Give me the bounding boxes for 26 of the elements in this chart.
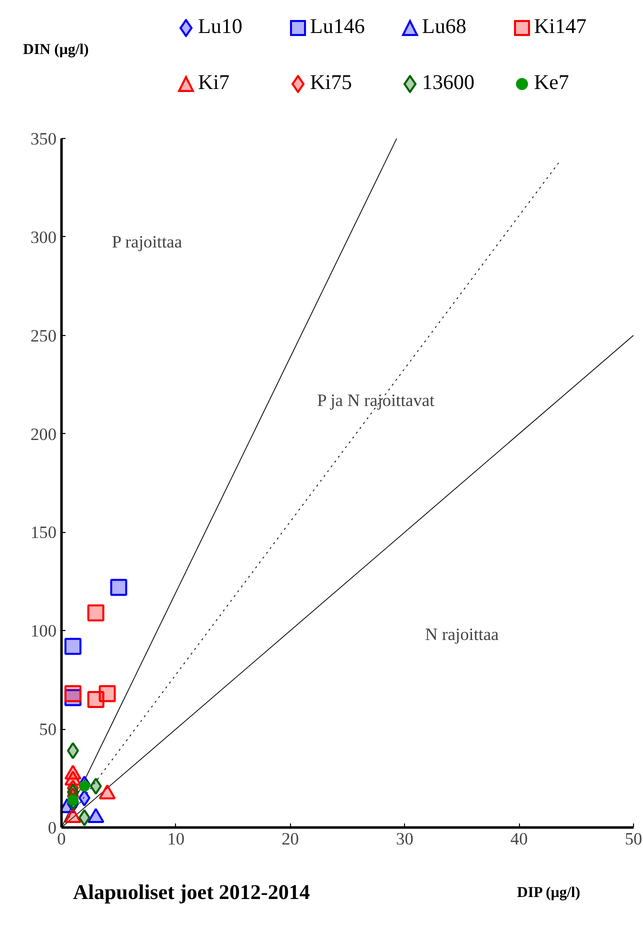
legend-label: Ke7	[533, 69, 570, 96]
legend-label: Lu146	[309, 13, 366, 40]
x-tick-label: 40	[510, 830, 528, 848]
y-tick-label: 350	[30, 130, 57, 148]
y-tick-label: 300	[30, 228, 57, 247]
x-tick-label: 10	[167, 830, 185, 848]
legend-label: Lu68	[421, 13, 468, 40]
legend-label: Ki75	[309, 69, 353, 96]
text: Alapuoliset joet 2012-2014	[73, 879, 310, 906]
legend-label: 13600	[421, 69, 476, 96]
y-tick-label: 200	[30, 424, 57, 444]
y-tick-label: 100	[30, 622, 57, 641]
x-tick-label: 30	[396, 830, 414, 848]
annotation: N rajoittaa	[425, 625, 500, 644]
legend-label: Ki147	[533, 13, 588, 40]
y-tick-label: 150	[30, 523, 57, 542]
y-axis-title: DIN (µg/l)	[23, 41, 89, 60]
x-axis-title: DIP (µg/l)	[517, 884, 580, 903]
annotation: P ja N rajoittavat	[317, 390, 435, 410]
x-tick-label: 20	[282, 830, 299, 848]
legend-label: Lu10	[197, 13, 244, 40]
legend-label: Ki7	[197, 69, 230, 96]
annotation: P rajoittaa	[112, 232, 182, 252]
y-tick-label: 250	[30, 326, 57, 346]
y-tick-label: 50	[39, 720, 56, 740]
x-tick-label: 50	[624, 830, 642, 848]
